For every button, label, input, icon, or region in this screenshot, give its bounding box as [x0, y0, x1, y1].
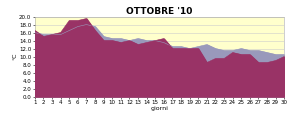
- X-axis label: giorni: giorni: [151, 106, 168, 112]
- Title: OTTOBRE '10: OTTOBRE '10: [126, 7, 193, 16]
- Y-axis label: °C: °C: [13, 53, 18, 60]
